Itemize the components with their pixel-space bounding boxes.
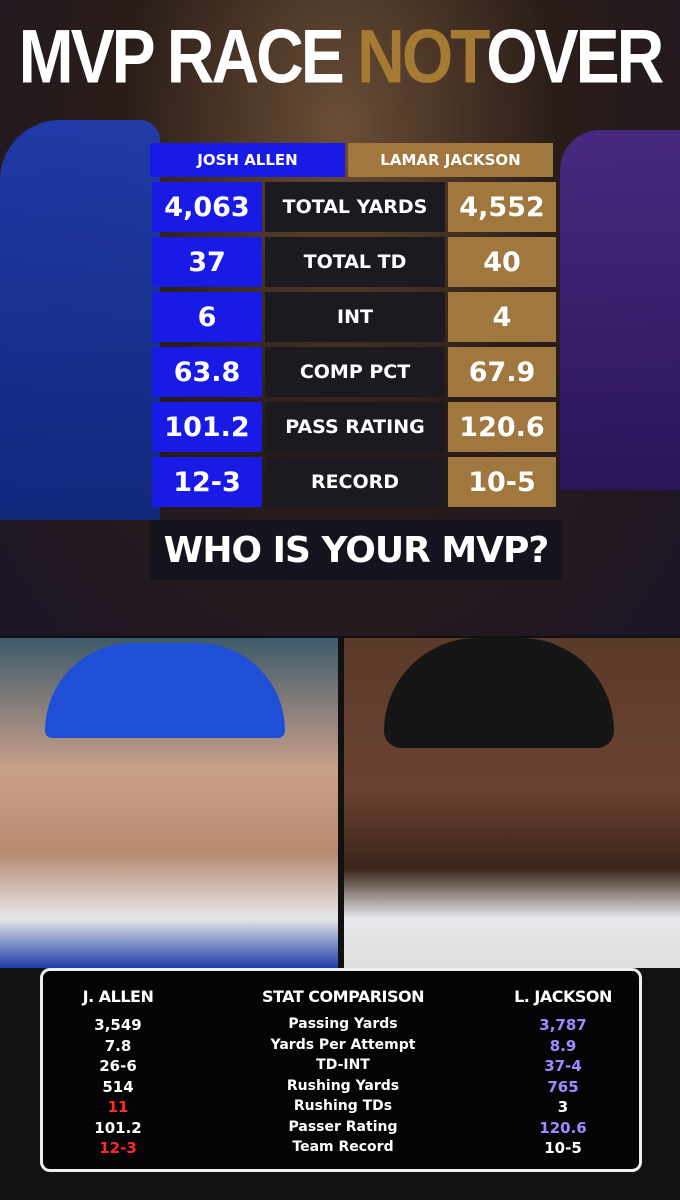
allen-value: 3,549 bbox=[94, 1016, 142, 1034]
jackson-stat: 4 bbox=[448, 292, 556, 342]
stat-label: COMP PCT bbox=[265, 347, 445, 397]
jackson-value: 120.6 bbox=[539, 1118, 587, 1137]
player-header: JOSH ALLEN bbox=[150, 143, 345, 177]
stat-name: Yards Per Attempt bbox=[270, 1036, 416, 1053]
question: WHO IS YOUR MVP? bbox=[150, 520, 562, 580]
table-header: L. JACKSON bbox=[514, 987, 612, 1006]
table-header: STAT COMPARISON bbox=[261, 987, 425, 1006]
allen-stat: 37 bbox=[152, 237, 262, 287]
jackson-value: 10-5 bbox=[544, 1139, 582, 1157]
stat-label: PASS RATING bbox=[265, 402, 445, 452]
stat-name: Rushing Yards bbox=[286, 1077, 400, 1094]
allen-stat: 6 bbox=[152, 292, 262, 342]
jackson-value: 37-4 bbox=[544, 1057, 582, 1075]
jackson-stat: 120.6 bbox=[448, 402, 556, 452]
allen-value: 514 bbox=[102, 1077, 134, 1096]
title-part: OVER bbox=[486, 13, 664, 99]
title: MVP RACE NOTOVER bbox=[0, 12, 680, 99]
allen-stat: 4,063 bbox=[152, 182, 262, 232]
allen-figure bbox=[0, 120, 160, 520]
allen-value: 12-3 bbox=[99, 1139, 137, 1157]
jackson-photo bbox=[344, 638, 680, 968]
stat-label: INT bbox=[265, 292, 445, 342]
allen-value: 101.2 bbox=[94, 1118, 142, 1137]
allen-stat: 63.8 bbox=[152, 347, 262, 397]
beanie bbox=[384, 638, 614, 748]
stat-name: Passer Rating bbox=[288, 1118, 398, 1135]
stat-name: Passing Yards bbox=[288, 1016, 398, 1032]
allen-stat: 12-3 bbox=[152, 457, 262, 507]
jackson-stat: 67.9 bbox=[448, 347, 556, 397]
jackson-value: 8.9 bbox=[549, 1036, 577, 1055]
comparison-table: J. ALLEN STAT COMPARISON L. JACKSON 3,549 Pa… bbox=[40, 968, 642, 1172]
jackson-stat: 40 bbox=[448, 237, 556, 287]
jackson-value: 3 bbox=[557, 1098, 569, 1116]
stat-label: RECORD bbox=[265, 457, 445, 507]
allen-value: 7.8 bbox=[104, 1036, 132, 1055]
jackson-value: 3,787 bbox=[539, 1016, 587, 1034]
jackson-figure bbox=[560, 130, 680, 490]
allen-value: 11 bbox=[107, 1098, 129, 1116]
allen-stat: 101.2 bbox=[152, 402, 262, 452]
player-header: LAMAR JACKSON bbox=[348, 143, 553, 177]
jackson-value: 765 bbox=[547, 1077, 579, 1096]
title-part: MVP RACE bbox=[18, 13, 345, 99]
table-header: J. ALLEN bbox=[82, 987, 154, 1006]
stat-label: TOTAL TD bbox=[265, 237, 445, 287]
allen-value: 26-6 bbox=[99, 1057, 137, 1075]
stat-name: Team Record bbox=[292, 1139, 394, 1155]
stat-name: Rushing TDs bbox=[293, 1098, 393, 1114]
jackson-stat: 10-5 bbox=[448, 457, 556, 507]
stat-name: TD-INT bbox=[316, 1057, 370, 1073]
title-highlight: NOT bbox=[357, 13, 489, 99]
cap bbox=[45, 643, 285, 738]
allen-photo bbox=[0, 638, 338, 968]
jackson-stat: 4,552 bbox=[448, 182, 556, 232]
stat-label: TOTAL YARDS bbox=[265, 182, 445, 232]
